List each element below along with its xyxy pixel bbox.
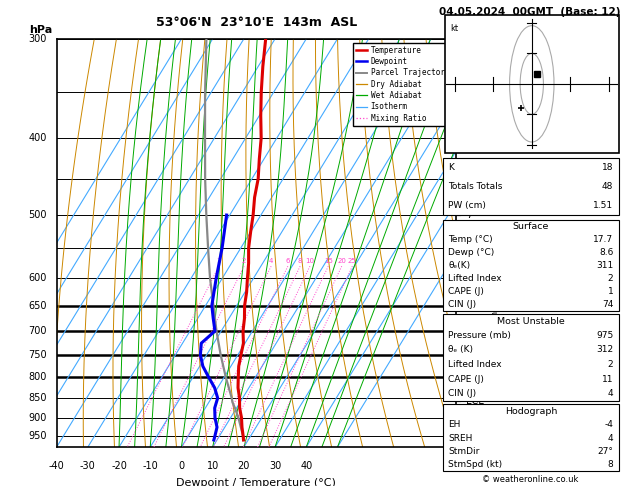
Text: PW (cm): PW (cm)	[448, 201, 486, 210]
Text: 17.7: 17.7	[593, 235, 613, 244]
Text: 5: 5	[466, 293, 472, 302]
Text: 8: 8	[466, 170, 472, 180]
Bar	[443, 314, 619, 401]
Text: -30: -30	[80, 461, 96, 471]
Text: 600: 600	[28, 273, 47, 283]
Text: 48: 48	[602, 182, 613, 191]
Bar	[443, 404, 619, 471]
Text: 2: 2	[608, 360, 613, 369]
Text: 2: 2	[466, 405, 472, 415]
Text: θₑ (K): θₑ (K)	[448, 346, 473, 354]
Text: 20: 20	[337, 258, 346, 264]
Text: CIN (J): CIN (J)	[448, 389, 476, 398]
Text: 312: 312	[596, 346, 613, 354]
Text: 10: 10	[206, 461, 219, 471]
Text: 2: 2	[242, 258, 247, 264]
Text: 27°: 27°	[598, 447, 613, 456]
Text: Most Unstable: Most Unstable	[497, 317, 565, 326]
Bar	[445, 15, 619, 153]
Text: 2: 2	[608, 274, 613, 283]
Text: -4: -4	[604, 420, 613, 429]
Text: 800: 800	[28, 372, 47, 382]
Text: CAPE (J): CAPE (J)	[448, 375, 484, 383]
Text: 20: 20	[238, 461, 250, 471]
Text: 1: 1	[216, 258, 221, 264]
Text: 900: 900	[28, 413, 47, 423]
Text: K: K	[448, 163, 454, 172]
Text: hPa: hPa	[29, 25, 52, 35]
Text: 40: 40	[300, 461, 313, 471]
Bar	[443, 158, 619, 215]
Text: 500: 500	[28, 210, 47, 220]
Text: θₑ(K): θₑ(K)	[448, 261, 470, 270]
Text: 6: 6	[466, 252, 472, 262]
Text: Lifted Index: Lifted Index	[448, 360, 502, 369]
Text: EH: EH	[448, 420, 460, 429]
Text: 74: 74	[602, 300, 613, 309]
Text: 1: 1	[608, 287, 613, 296]
Text: km
ASL: km ASL	[466, 13, 484, 35]
Text: 6: 6	[286, 258, 290, 264]
Text: StmSpd (kt): StmSpd (kt)	[448, 460, 503, 469]
Text: Surface: Surface	[513, 222, 549, 231]
Text: Hodograph: Hodograph	[504, 407, 557, 416]
Legend: Temperature, Dewpoint, Parcel Trajectory, Dry Adiabat, Wet Adiabat, Isotherm, Mi: Temperature, Dewpoint, Parcel Trajectory…	[353, 43, 452, 125]
Text: 8: 8	[298, 258, 303, 264]
Text: 8.6: 8.6	[599, 248, 613, 257]
Text: 7: 7	[466, 210, 472, 220]
Text: 04.05.2024  00GMT  (Base: 12): 04.05.2024 00GMT (Base: 12)	[439, 7, 621, 17]
Text: 700: 700	[28, 326, 47, 336]
Text: 11: 11	[602, 375, 613, 383]
Text: 1: 1	[466, 440, 472, 451]
Text: StmDir: StmDir	[448, 447, 480, 456]
Text: SREH: SREH	[448, 434, 472, 443]
Text: 311: 311	[596, 261, 613, 270]
Text: -10: -10	[142, 461, 158, 471]
Text: 975: 975	[596, 331, 613, 340]
Text: 30: 30	[269, 461, 281, 471]
Text: Pressure (mb): Pressure (mb)	[448, 331, 511, 340]
Text: 4: 4	[608, 389, 613, 398]
Text: 750: 750	[28, 350, 47, 360]
Text: 300: 300	[28, 34, 47, 44]
Text: Totals Totals: Totals Totals	[448, 182, 503, 191]
Text: 4: 4	[608, 434, 613, 443]
Text: 4: 4	[269, 258, 274, 264]
Text: 3: 3	[466, 368, 472, 378]
Text: Dewpoint / Temperature (°C): Dewpoint / Temperature (°C)	[176, 478, 337, 486]
Text: © weatheronline.co.uk: © weatheronline.co.uk	[482, 474, 578, 484]
Text: 650: 650	[28, 300, 47, 311]
Text: Lifted Index: Lifted Index	[448, 274, 502, 283]
Text: kt: kt	[450, 24, 459, 34]
Text: 18: 18	[602, 163, 613, 172]
Text: 850: 850	[28, 393, 47, 403]
Text: -20: -20	[111, 461, 127, 471]
Text: Dewp (°C): Dewp (°C)	[448, 248, 494, 257]
Text: Temp (°C): Temp (°C)	[448, 235, 493, 244]
Text: 400: 400	[28, 133, 47, 143]
Text: 4: 4	[466, 331, 472, 341]
Text: 15: 15	[324, 258, 333, 264]
Text: 53°06'N  23°10'E  143m  ASL: 53°06'N 23°10'E 143m ASL	[156, 16, 357, 29]
Text: 8: 8	[608, 460, 613, 469]
Bar	[443, 220, 619, 311]
Text: 0: 0	[179, 461, 184, 471]
Text: -40: -40	[48, 461, 65, 471]
Text: 10: 10	[306, 258, 314, 264]
Text: Mixing Ratio (g/kg): Mixing Ratio (g/kg)	[491, 249, 501, 335]
Text: 950: 950	[28, 432, 47, 441]
Text: LCL: LCL	[466, 396, 484, 406]
Text: 1.51: 1.51	[593, 201, 613, 210]
Text: CAPE (J): CAPE (J)	[448, 287, 484, 296]
Text: CIN (J): CIN (J)	[448, 300, 476, 309]
Text: 25: 25	[348, 258, 357, 264]
